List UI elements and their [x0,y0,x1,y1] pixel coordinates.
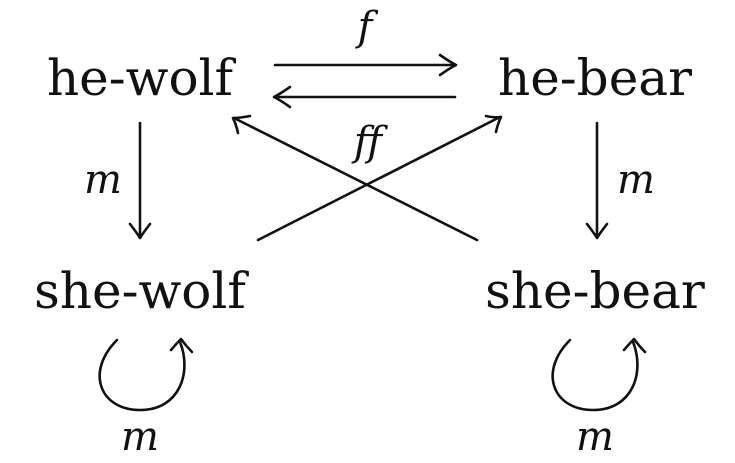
edge-label-cross: ff [351,119,389,165]
loop-she-wolf [98,337,194,412]
loop-she-bear [551,337,647,412]
node-she-wolf: she-wolf [34,262,249,320]
node-she-bear: she-bear [485,262,705,320]
node-he-wolf: he-wolf [47,49,237,107]
edge-he-wolf-to-he-bear [273,53,458,77]
edge-label-top-forward: f [355,4,379,50]
edge-he-wolf-to-she-wolf [128,121,152,240]
edge-label-right-down: m [617,157,655,203]
edge-label-she-bear-loop: m [576,414,614,460]
node-he-bear: he-bear [498,49,692,107]
edge-label-she-wolf-loop: m [121,414,159,460]
edge-label-left-down: m [84,157,122,203]
edge-she-wolf-to-he-bear [256,114,503,242]
edge-he-bear-to-she-bear [585,121,609,240]
edge-she-bear-to-he-wolf [231,114,479,242]
edge-he-bear-to-he-wolf [272,85,457,109]
